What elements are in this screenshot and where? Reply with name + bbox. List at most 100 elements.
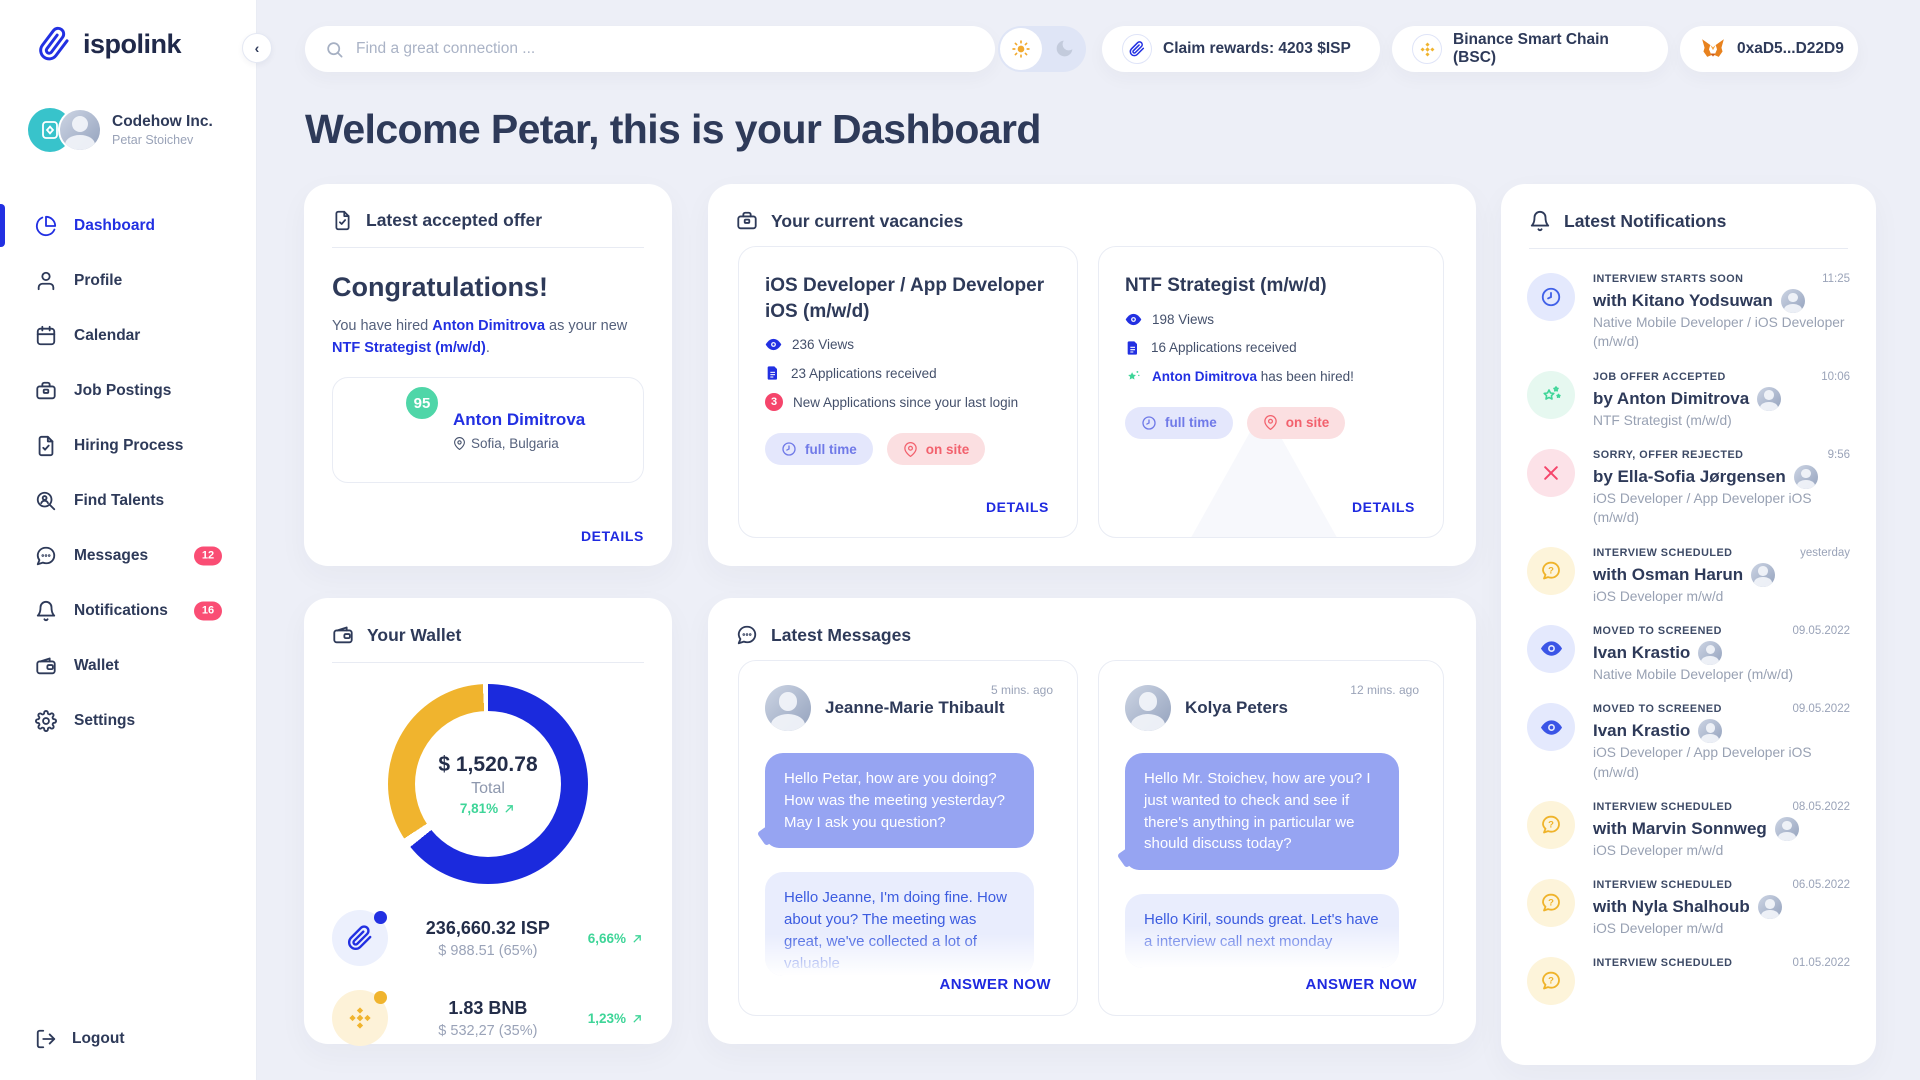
- sidebar-collapse-button[interactable]: ‹: [242, 33, 272, 63]
- search-input[interactable]: [356, 40, 975, 58]
- latest-accepted-offer-card: Latest accepted offer Congratulations! Y…: [304, 184, 672, 566]
- vacancy-details-link[interactable]: DETAILS: [985, 499, 1049, 515]
- claim-rewards-button[interactable]: Claim rewards: 4203 $ISP: [1102, 26, 1380, 72]
- notification-item[interactable]: INTERVIEW STARTS SOON 11:25 with Kitano …: [1501, 273, 1876, 352]
- chat-icon: [736, 624, 758, 646]
- person-avatar: [1751, 562, 1776, 587]
- trend-up-icon: [631, 932, 644, 945]
- outgoing-message-bubble: Hello Kiril, sounds great. Let's have a …: [1125, 894, 1400, 968]
- pie-chart-icon: [35, 215, 57, 237]
- notification-label: SORRY, OFFER REJECTED: [1593, 448, 1744, 461]
- offer-details-link[interactable]: DETAILS: [580, 528, 644, 544]
- network-label: Binance Smart Chain (BSC): [1453, 31, 1609, 66]
- current-vacancies-panel: Your current vacancies iOS Developer / A…: [708, 184, 1476, 566]
- company-switcher[interactable]: Codehow Inc. Petar Stoichev: [28, 108, 213, 152]
- notification-item[interactable]: MOVED TO SCREENED 09.05.2022 Ivan Krasti…: [1501, 703, 1876, 782]
- clock-icon: [781, 441, 797, 457]
- notification-item[interactable]: ? INTERVIEW SCHEDULED 08.05.2022 with Ma…: [1501, 800, 1876, 860]
- answer-now-link[interactable]: ANSWER NOW: [1305, 976, 1417, 993]
- hired-role-link[interactable]: NTF Strategist (m/w/d): [332, 340, 486, 356]
- notification-item[interactable]: ? INTERVIEW SCHEDULED 06.05.2022 with Ny…: [1501, 879, 1876, 938]
- notification-label: INTERVIEW SCHEDULED: [1593, 879, 1733, 892]
- message-time: 5 mins. ago: [990, 683, 1053, 697]
- vacancy-card[interactable]: iOS Developer / App Developer iOS (m/w/d…: [738, 246, 1078, 538]
- new-applications-badge: 3: [765, 393, 783, 412]
- sidebar-item-calendar[interactable]: Calendar: [0, 308, 256, 363]
- sender-avatar: [1125, 685, 1171, 731]
- sidebar-item-profile[interactable]: Profile: [0, 253, 256, 308]
- sender-name: Kolya Peters: [1185, 698, 1288, 717]
- sidebar-item-job-postings[interactable]: Job Postings: [0, 363, 256, 418]
- answer-now-link[interactable]: ANSWER NOW: [939, 976, 1051, 993]
- sidebar-item-label: Wallet: [74, 656, 120, 674]
- eye-icon: [1125, 311, 1142, 328]
- vacancy-views: 198 Views: [1152, 311, 1215, 327]
- vacancy-details-link[interactable]: DETAILS: [1351, 499, 1415, 515]
- user-avatar: [58, 108, 102, 152]
- sidebar-item-dashboard[interactable]: Dashboard: [0, 198, 256, 253]
- sidebar-item-notifications[interactable]: Notifications 16: [0, 583, 256, 638]
- sidebar-item-hiring-process[interactable]: Hiring Process: [0, 418, 256, 473]
- messages-panel-title: Latest Messages: [771, 624, 912, 645]
- sender-avatar: [765, 685, 811, 731]
- sidebar-item-label: Profile: [74, 271, 123, 289]
- sidebar-item-label: Messages: [74, 546, 149, 564]
- sidebar-item-wallet[interactable]: Wallet: [0, 638, 256, 693]
- vacancy-new-applications: New Applications since your last login: [793, 394, 1019, 410]
- vacancy-title: iOS Developer / App Developer iOS (m/w/d…: [765, 275, 1045, 322]
- wallet-address-button[interactable]: 0xaD5...D22D9: [1680, 26, 1858, 72]
- brand-name: ispolink: [83, 28, 182, 59]
- notification-position: iOS Developer / App Developer iOS (m/w/d…: [1593, 745, 1812, 780]
- wallet-icon: [332, 624, 354, 646]
- notification-time: 11:25: [1822, 273, 1850, 285]
- sidebar-item-settings[interactable]: Settings: [0, 693, 256, 748]
- briefcase-icon: [35, 380, 57, 402]
- notification-person: with Kitano Yodsuwan: [1593, 289, 1850, 313]
- search-icon: [325, 40, 344, 59]
- stars-icon: [1527, 370, 1575, 419]
- candidate-card[interactable]: 95 Anton Dimitrova Sofia, Bulgaria: [332, 377, 644, 483]
- wallet-total-label: Total: [471, 779, 505, 797]
- question-bubble-icon: ?: [1527, 957, 1575, 1006]
- network-selector[interactable]: Binance Smart Chain (BSC): [1392, 26, 1668, 72]
- svg-text:?: ?: [1548, 898, 1554, 909]
- eye-icon: [1527, 703, 1575, 752]
- global-search: [305, 26, 995, 72]
- theme-toggle[interactable]: [998, 26, 1086, 72]
- wallet-card-title: Your Wallet: [367, 624, 462, 645]
- svg-text:?: ?: [1548, 976, 1554, 987]
- vacancy-card[interactable]: NTF Strategist (m/w/d) 198 Views 16 Appl…: [1098, 246, 1444, 538]
- clock-icon: [1527, 273, 1575, 321]
- wallet-asset-row: 1.83 BNB $ 532,27 (35%) 1,23%: [332, 990, 644, 1046]
- asset-change: 1,23%: [587, 1010, 626, 1026]
- hired-candidate-link[interactable]: Anton Dimitrova: [1152, 368, 1258, 384]
- sidebar-item-label: Dashboard: [74, 216, 155, 234]
- notification-item[interactable]: SORRY, OFFER REJECTED 9:56 by Ella-Sofia…: [1501, 448, 1876, 528]
- moon-icon: [1054, 38, 1075, 59]
- trend-up-icon: [503, 802, 516, 815]
- hired-candidate-link[interactable]: Anton Dimitrova: [432, 318, 546, 334]
- notification-item[interactable]: JOB OFFER ACCEPTED 10:06 by Anton Dimitr…: [1501, 370, 1876, 430]
- logout-button[interactable]: Logout: [35, 1028, 125, 1050]
- sidebar-nav: Dashboard Profile Calendar Job Postings …: [0, 198, 256, 748]
- metamask-fox-icon: [1700, 36, 1726, 62]
- vacancy-applications: 23 Applications received: [791, 365, 937, 381]
- company-user: Petar Stoichev: [112, 133, 194, 147]
- asset-amount: 1.83 BNB: [448, 997, 528, 1018]
- user-icon: [35, 270, 57, 292]
- close-icon: [1527, 448, 1575, 497]
- incoming-message-bubble: Hello Petar, how are you doing? How was …: [765, 753, 1034, 849]
- document-icon: [765, 365, 781, 381]
- bell-icon: [1529, 210, 1551, 232]
- hired-text: has been hired!: [1257, 368, 1354, 384]
- notification-item[interactable]: ? INTERVIEW SCHEDULED 01.05.2022: [1501, 957, 1876, 1006]
- messages-count-badge: 12: [194, 546, 222, 565]
- notification-person: with Nyla Shalhoub: [1593, 895, 1850, 920]
- notification-person: with Osman Harun: [1593, 562, 1850, 587]
- notification-item[interactable]: ? INTERVIEW SCHEDULED yesterday with Osm…: [1501, 546, 1876, 606]
- calendar-icon: [35, 325, 57, 347]
- notification-item[interactable]: MOVED TO SCREENED 09.05.2022 Ivan Krasti…: [1501, 624, 1876, 684]
- location-pin-icon: [1263, 415, 1278, 431]
- sidebar-item-messages[interactable]: Messages 12: [0, 528, 256, 583]
- sidebar-item-find-talents[interactable]: Find Talents: [0, 473, 256, 528]
